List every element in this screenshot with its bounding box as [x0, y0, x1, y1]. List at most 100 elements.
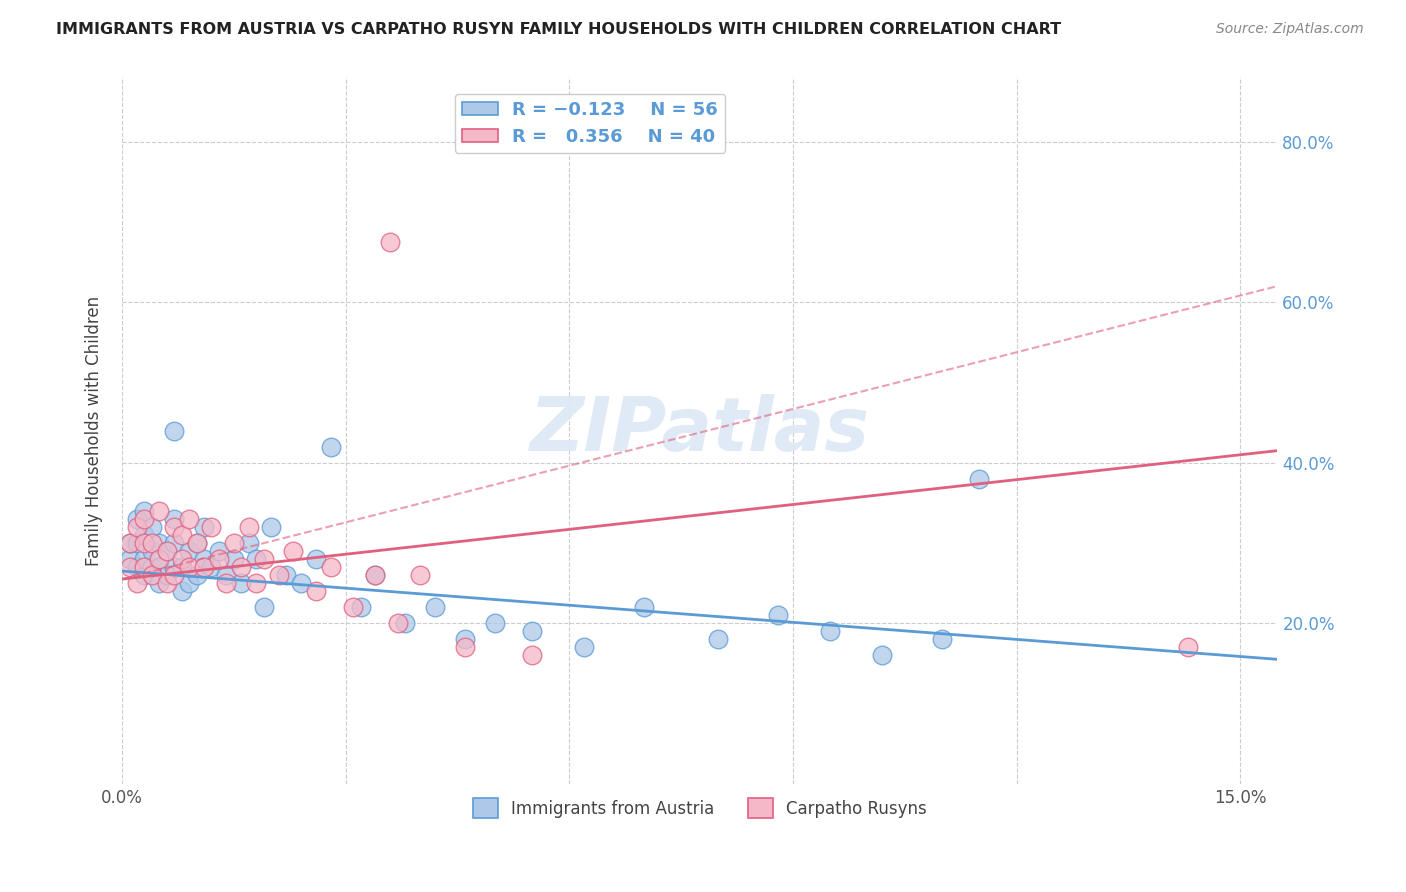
Point: [290, 576, 312, 591]
Point: [454, 632, 477, 647]
Point: [148, 560, 170, 574]
Point: [342, 600, 364, 615]
Text: ZIPatlas: ZIPatlas: [530, 394, 870, 467]
Point: [163, 512, 186, 526]
Legend: Immigrants from Austria, Carpatho Rusyns: Immigrants from Austria, Carpatho Rusyns: [465, 791, 934, 825]
Point: [520, 648, 543, 663]
Point: [118, 560, 141, 574]
Y-axis label: Family Households with Children: Family Households with Children: [86, 295, 103, 566]
Point: [253, 600, 276, 615]
Point: [193, 560, 215, 574]
Point: [134, 528, 156, 542]
Point: [170, 552, 193, 566]
Point: [707, 632, 730, 647]
Point: [872, 648, 894, 663]
Point: [305, 552, 328, 566]
Point: [148, 504, 170, 518]
Point: [186, 568, 208, 582]
Point: [520, 624, 543, 639]
Point: [141, 536, 163, 550]
Text: IMMIGRANTS FROM AUSTRIA VS CARPATHO RUSYN FAMILY HOUSEHOLDS WITH CHILDREN CORREL: IMMIGRANTS FROM AUSTRIA VS CARPATHO RUSY…: [56, 22, 1062, 37]
Point: [134, 512, 156, 526]
Point: [134, 552, 156, 566]
Point: [134, 504, 156, 518]
Point: [141, 560, 163, 574]
Point: [148, 536, 170, 550]
Point: [572, 640, 595, 655]
Point: [253, 552, 276, 566]
Point: [231, 576, 253, 591]
Point: [766, 608, 789, 623]
Text: Source: ZipAtlas.com: Source: ZipAtlas.com: [1216, 22, 1364, 37]
Point: [134, 536, 156, 550]
Point: [156, 576, 179, 591]
Point: [208, 552, 231, 566]
Point: [125, 560, 148, 574]
Point: [245, 576, 267, 591]
Point: [118, 536, 141, 550]
Point: [163, 536, 186, 550]
Point: [633, 600, 655, 615]
Point: [380, 235, 402, 249]
Point: [274, 568, 297, 582]
Point: [179, 512, 201, 526]
Point: [141, 520, 163, 534]
Point: [186, 536, 208, 550]
Point: [148, 576, 170, 591]
Point: [267, 568, 290, 582]
Point: [179, 560, 201, 574]
Point: [394, 616, 416, 631]
Point: [141, 568, 163, 582]
Point: [423, 600, 446, 615]
Point: [484, 616, 506, 631]
Point: [387, 616, 409, 631]
Point: [163, 560, 186, 574]
Point: [125, 512, 148, 526]
Point: [260, 520, 283, 534]
Point: [364, 568, 387, 582]
Point: [163, 424, 186, 438]
Point: [454, 640, 477, 655]
Point: [134, 560, 156, 574]
Point: [364, 568, 387, 582]
Point: [200, 520, 222, 534]
Point: [179, 544, 201, 558]
Point: [156, 568, 179, 582]
Point: [231, 560, 253, 574]
Point: [125, 576, 148, 591]
Point: [134, 568, 156, 582]
Point: [170, 528, 193, 542]
Point: [200, 560, 222, 574]
Point: [156, 544, 179, 558]
Point: [179, 576, 201, 591]
Point: [319, 440, 342, 454]
Point: [215, 576, 238, 591]
Point: [215, 568, 238, 582]
Point: [156, 544, 179, 558]
Point: [319, 560, 342, 574]
Point: [238, 520, 260, 534]
Point: [238, 536, 260, 550]
Point: [125, 520, 148, 534]
Point: [208, 544, 231, 558]
Point: [245, 552, 267, 566]
Point: [222, 552, 245, 566]
Point: [349, 600, 371, 615]
Point: [1177, 640, 1199, 655]
Point: [409, 568, 432, 582]
Point: [967, 472, 990, 486]
Point: [118, 536, 141, 550]
Point: [170, 560, 193, 574]
Point: [222, 536, 245, 550]
Point: [148, 552, 170, 566]
Point: [818, 624, 841, 639]
Point: [125, 536, 148, 550]
Point: [118, 552, 141, 566]
Point: [163, 520, 186, 534]
Point: [193, 520, 215, 534]
Point: [186, 536, 208, 550]
Point: [141, 544, 163, 558]
Point: [170, 584, 193, 599]
Point: [193, 552, 215, 566]
Point: [305, 584, 328, 599]
